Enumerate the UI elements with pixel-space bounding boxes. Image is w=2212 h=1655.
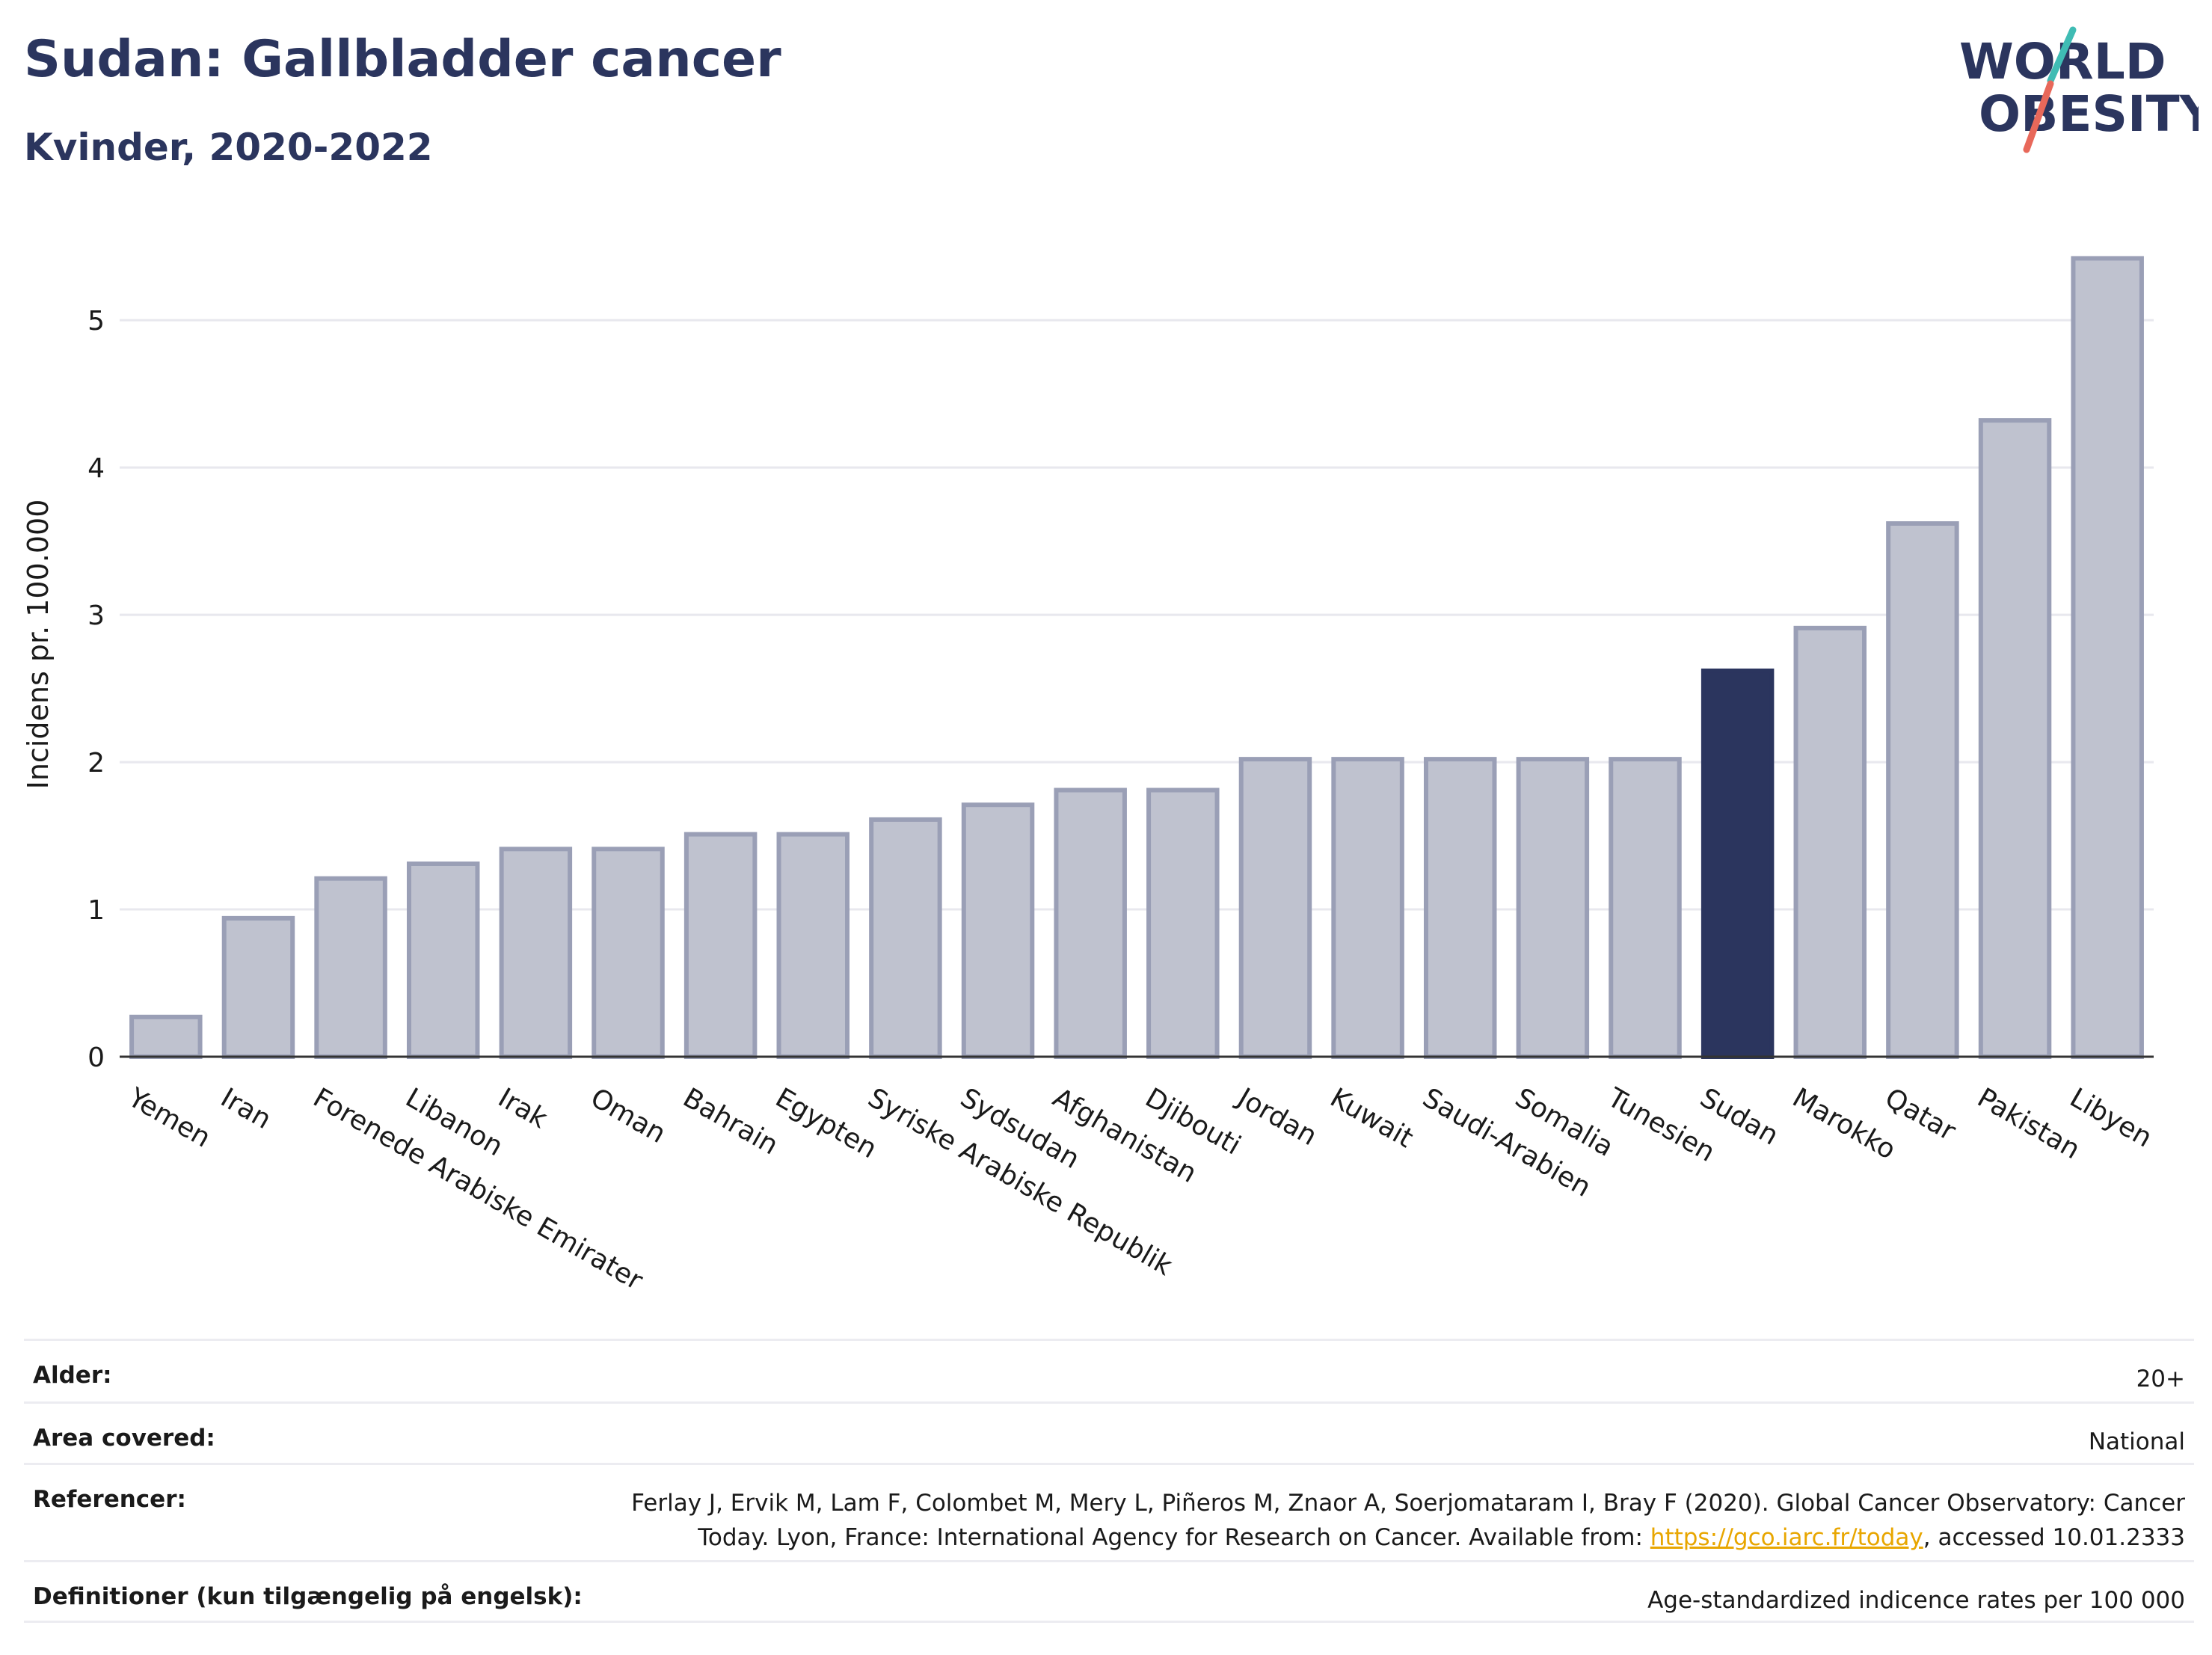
y-tick-label: 1	[87, 895, 105, 926]
meta-row-references: Referencer: Ferlay J, Ervik M, Lam F, Co…	[24, 1463, 2194, 1560]
bar-saudi-arabien	[1423, 757, 1497, 1059]
x-tick-label: Irak	[493, 1082, 553, 1134]
y-tick-label: 0	[87, 1043, 105, 1073]
bar-egypten	[776, 832, 850, 1060]
x-tick-label: Marokko	[1787, 1082, 1901, 1165]
area-value: National	[2088, 1428, 2185, 1455]
bar-chart: 0 1 2 3 4 5 Yemen Iran Forenede Arabiske Emirat…	[22, 256, 2157, 1297]
bar-kuwait	[1331, 757, 1404, 1059]
x-tick-label: Egypten	[770, 1082, 882, 1164]
bar-libyen	[2071, 256, 2144, 1059]
bar-tunesien	[1609, 757, 1682, 1059]
bar-somalia	[1516, 757, 1590, 1059]
bar-syriske-arabiske-republik	[869, 817, 942, 1059]
metadata-table: Alder: 20+ Area covered: National Refere…	[24, 1339, 2194, 1623]
definitions-value: Age-standardized indicence rates per 100…	[1647, 1587, 2185, 1614]
bar-forenede-arabiske-emirater	[314, 876, 387, 1059]
bar-sydsudan	[961, 802, 1035, 1059]
meta-row-area: Area covered: National	[24, 1401, 2194, 1463]
y-tick-label: 2	[87, 748, 105, 779]
bar-pakistan	[1978, 418, 2052, 1059]
meta-row-age: Alder: 20+	[24, 1339, 2194, 1401]
x-tick-label: Oman	[586, 1082, 671, 1149]
age-label: Alder:	[33, 1362, 112, 1389]
bar-marokko	[1793, 625, 1867, 1059]
logo-slash-top	[2047, 26, 2077, 85]
bars	[129, 256, 2144, 1060]
bar-oman	[592, 847, 665, 1060]
bar-irak	[499, 847, 573, 1060]
bar-qatar	[1886, 521, 1959, 1059]
references-link[interactable]: https://gco.iarc.fr/today	[1650, 1524, 1923, 1551]
x-tick-label: Jordan	[1231, 1081, 1321, 1152]
bar-libanon	[406, 861, 480, 1060]
area-label: Area covered:	[33, 1425, 215, 1452]
page-subtitle: Kvinder, 2020-2022	[24, 126, 433, 169]
bar-yemen	[129, 1014, 203, 1060]
references-line-2-pre: Today. Lyon, France: International Agenc…	[698, 1524, 1650, 1551]
x-tick-label: Yemen	[123, 1082, 216, 1154]
references-line-2-post: , accessed 10.01.2333	[1923, 1524, 2185, 1551]
x-axis-labels: Yemen Iran Forenede Arabiske EmiraterLiban…	[123, 1081, 2157, 1296]
x-tick-label: Bahrain	[678, 1082, 783, 1161]
references-value: Ferlay J, Ervik M, Lam F, Colombet M, Me…	[631, 1486, 2185, 1555]
y-tick-label: 3	[87, 601, 105, 631]
x-tick-label: Kuwait	[1325, 1082, 1419, 1154]
y-tick-label: 4	[87, 453, 105, 484]
definitions-label: Definitioner (kun tilgængelig på engelsk…	[33, 1583, 583, 1610]
x-tick-label: Pakistan	[1972, 1082, 2085, 1165]
y-axis-title: Incidens pr. 100.000	[22, 500, 55, 790]
y-axis-ticks: 0 1 2 3 4 5	[87, 306, 105, 1073]
bar-afghanistan	[1054, 787, 1127, 1059]
bar-bahrain	[683, 832, 758, 1060]
logo-text-world: WORLD	[1959, 33, 2166, 90]
meta-row-definitions: Definitioner (kun tilgængelig på engelsk…	[24, 1560, 2194, 1623]
logo-slash-bottom	[2023, 80, 2054, 153]
bar-iran	[221, 915, 295, 1059]
bar-djibouti	[1146, 787, 1220, 1059]
logo-text-obesity: OBESITY	[1979, 85, 2199, 143]
world-obesity-logo: WORLD OBESITY	[1959, 26, 2199, 153]
page-title: Sudan: Gallbladder cancer	[24, 30, 781, 89]
references-label: Referencer:	[33, 1486, 186, 1513]
bar-sudan	[1701, 668, 1775, 1059]
y-tick-label: 5	[87, 306, 105, 337]
x-tick-label: Iran	[215, 1082, 276, 1135]
references-line-1: Ferlay J, Ervik M, Lam F, Colombet M, Me…	[631, 1490, 2185, 1517]
age-value: 20+	[2136, 1366, 2185, 1393]
bar-jordan	[1238, 757, 1312, 1059]
